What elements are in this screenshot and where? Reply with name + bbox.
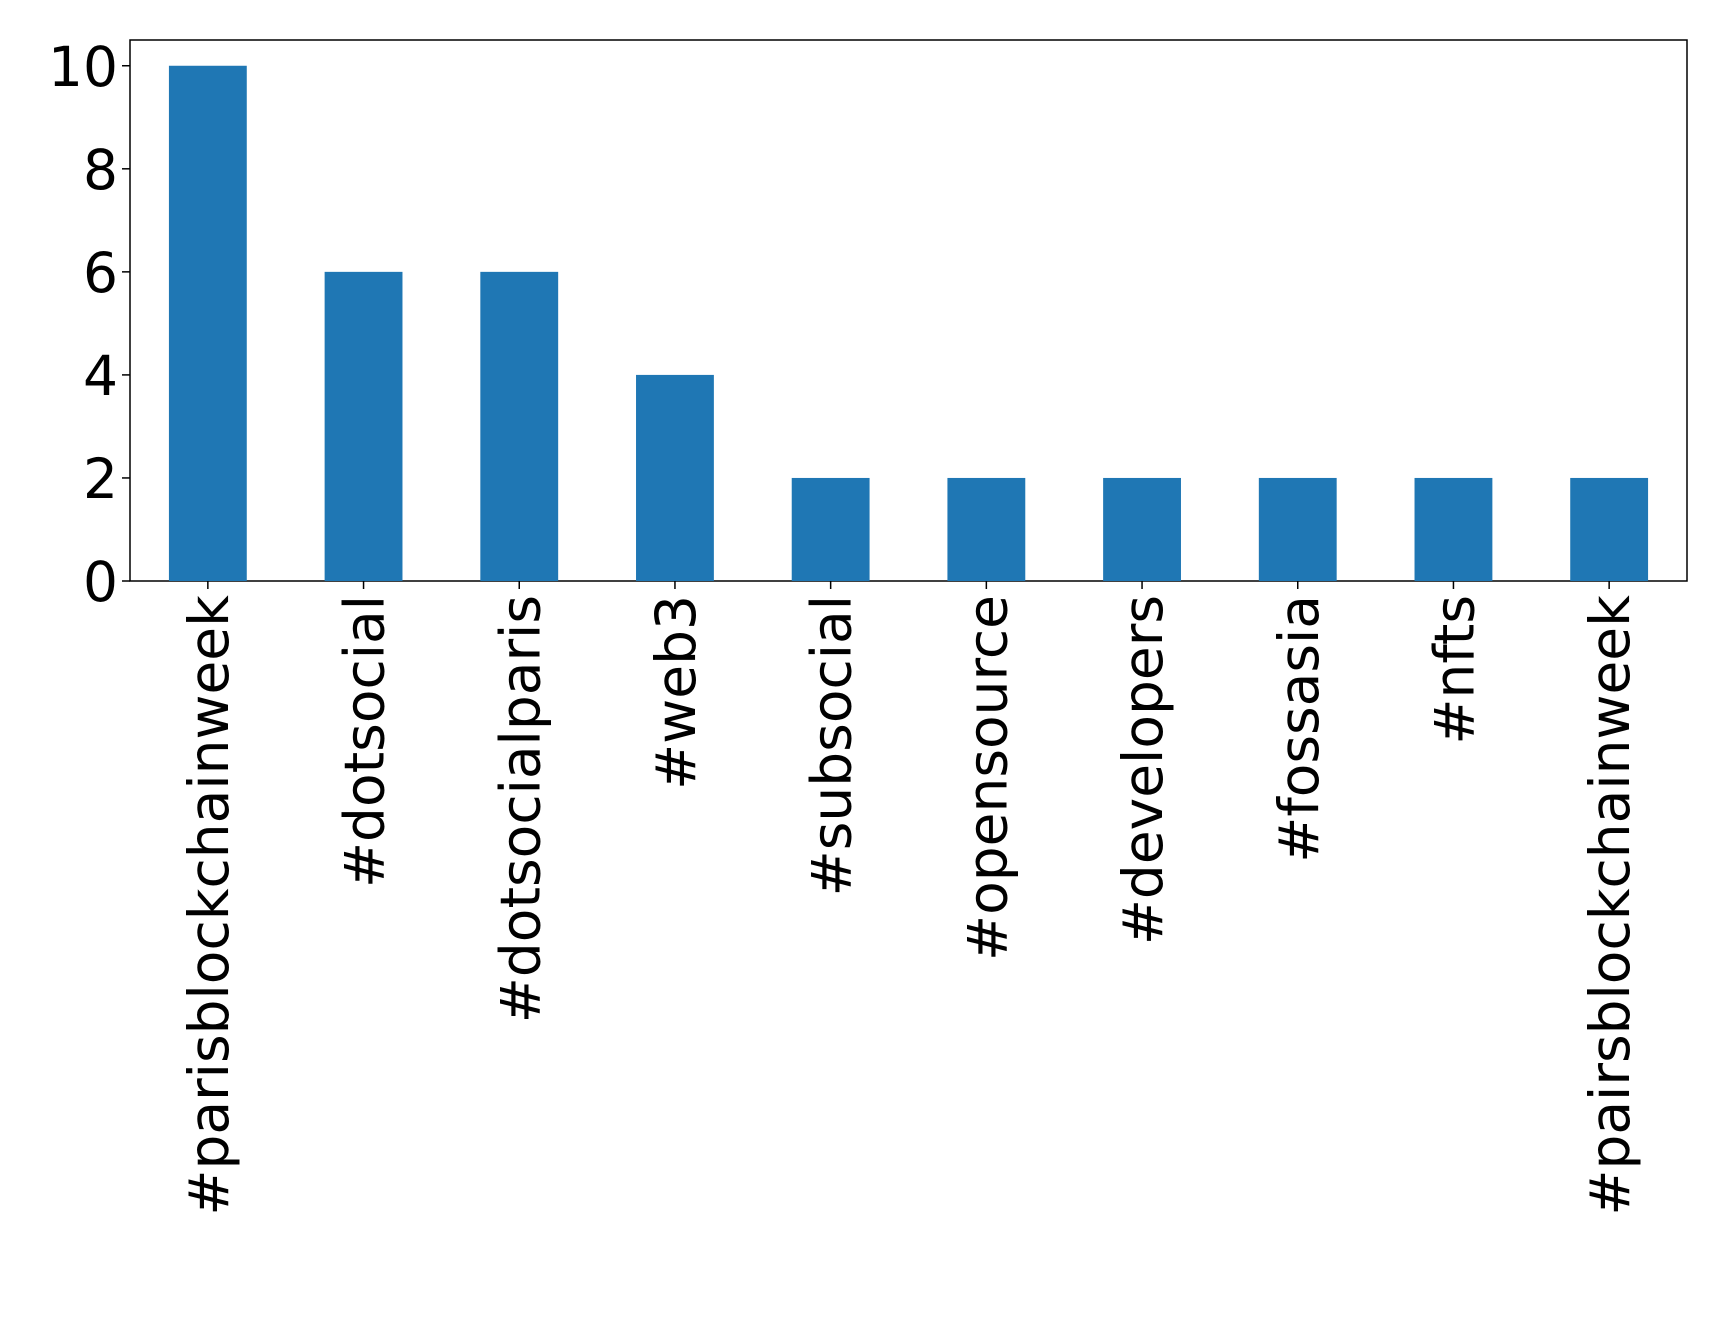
- x-tick-label: #fossasia: [1267, 595, 1331, 863]
- y-tick-label: 4: [83, 344, 118, 408]
- x-tick-label: #developers: [1111, 595, 1175, 945]
- bar: [168, 65, 247, 581]
- x-tick-label: #subsocial: [800, 595, 864, 896]
- x-tick-label: #dotsocial: [333, 595, 397, 888]
- bar: [480, 271, 559, 581]
- x-tick-label: #pairsblockchainweek: [1578, 595, 1642, 1216]
- bar: [1103, 477, 1181, 581]
- bar: [1258, 477, 1337, 581]
- y-tick-label: 0: [83, 550, 118, 614]
- y-tick-label: 6: [83, 241, 118, 305]
- bar: [1414, 477, 1493, 581]
- x-tick-label: #opensource: [955, 595, 1019, 961]
- y-tick-label: 2: [83, 447, 118, 511]
- x-tick-label: #dotsocialparis: [488, 595, 552, 1023]
- bar: [1570, 477, 1649, 581]
- bar: [324, 271, 403, 581]
- bar: [791, 477, 870, 581]
- y-tick-label: 8: [83, 138, 118, 202]
- bar: [947, 477, 1026, 581]
- y-tick-label: 10: [48, 35, 118, 99]
- plot-frame: [129, 39, 1688, 582]
- x-tick-label: #web3: [644, 595, 708, 790]
- x-tick-label: #parisblockchainweek: [177, 595, 241, 1216]
- x-tick-label: #nfts: [1422, 595, 1486, 745]
- bar: [636, 374, 714, 581]
